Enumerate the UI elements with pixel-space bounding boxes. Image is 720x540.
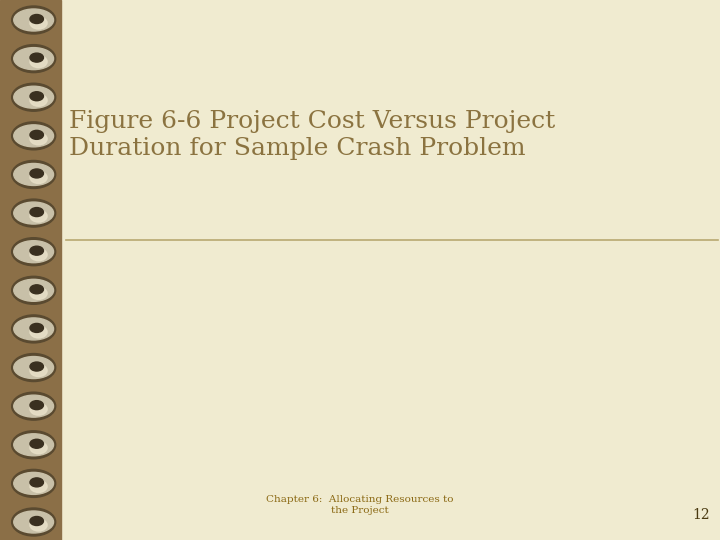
Bar — [0, 0, 61, 540]
Ellipse shape — [12, 45, 55, 72]
Ellipse shape — [30, 246, 43, 255]
Ellipse shape — [30, 285, 43, 294]
Ellipse shape — [30, 287, 47, 299]
Ellipse shape — [12, 276, 55, 305]
Ellipse shape — [12, 160, 55, 188]
Ellipse shape — [30, 364, 47, 376]
Text: Figure 6-6 Project Cost Versus Project
Duration for Sample Crash Problem: Figure 6-6 Project Cost Versus Project D… — [69, 110, 555, 160]
Ellipse shape — [30, 210, 47, 222]
Ellipse shape — [12, 392, 55, 420]
Ellipse shape — [14, 356, 53, 379]
Ellipse shape — [14, 511, 53, 533]
Ellipse shape — [30, 94, 47, 106]
Ellipse shape — [30, 481, 47, 492]
Ellipse shape — [30, 53, 43, 62]
X-axis label: Project duration (days): Project duration (days) — [333, 472, 470, 485]
Ellipse shape — [14, 48, 53, 70]
Ellipse shape — [12, 469, 55, 497]
Ellipse shape — [14, 9, 53, 31]
Ellipse shape — [12, 83, 55, 111]
Ellipse shape — [12, 354, 55, 382]
Ellipse shape — [30, 17, 47, 29]
Ellipse shape — [30, 207, 43, 217]
Ellipse shape — [12, 6, 55, 34]
Ellipse shape — [30, 519, 47, 531]
Ellipse shape — [30, 362, 43, 371]
Ellipse shape — [30, 172, 47, 184]
Ellipse shape — [12, 199, 55, 227]
Ellipse shape — [30, 403, 47, 415]
Ellipse shape — [30, 56, 47, 68]
Ellipse shape — [12, 122, 55, 150]
Ellipse shape — [30, 249, 47, 261]
Ellipse shape — [30, 130, 43, 139]
Ellipse shape — [14, 241, 53, 262]
Ellipse shape — [30, 326, 47, 338]
Ellipse shape — [14, 434, 53, 456]
Ellipse shape — [30, 439, 43, 448]
Ellipse shape — [30, 169, 43, 178]
Ellipse shape — [14, 125, 53, 147]
Ellipse shape — [14, 395, 53, 417]
Ellipse shape — [30, 478, 43, 487]
Ellipse shape — [30, 323, 43, 333]
Ellipse shape — [12, 315, 55, 343]
Ellipse shape — [30, 133, 47, 145]
Ellipse shape — [14, 86, 53, 108]
Ellipse shape — [12, 431, 55, 459]
Text: Chapter 6:  Allocating Resources to
the Project: Chapter 6: Allocating Resources to the P… — [266, 495, 454, 515]
Ellipse shape — [30, 516, 43, 525]
Ellipse shape — [14, 318, 53, 340]
Ellipse shape — [30, 92, 43, 101]
Ellipse shape — [30, 442, 47, 454]
Ellipse shape — [14, 202, 53, 224]
Ellipse shape — [30, 15, 43, 24]
Text: 12: 12 — [693, 508, 710, 522]
Y-axis label: Total project cost ($): Total project cost ($) — [104, 272, 117, 395]
Ellipse shape — [12, 508, 55, 536]
Ellipse shape — [14, 472, 53, 495]
Ellipse shape — [14, 279, 53, 301]
Ellipse shape — [30, 401, 43, 410]
Ellipse shape — [12, 238, 55, 266]
Ellipse shape — [14, 164, 53, 185]
